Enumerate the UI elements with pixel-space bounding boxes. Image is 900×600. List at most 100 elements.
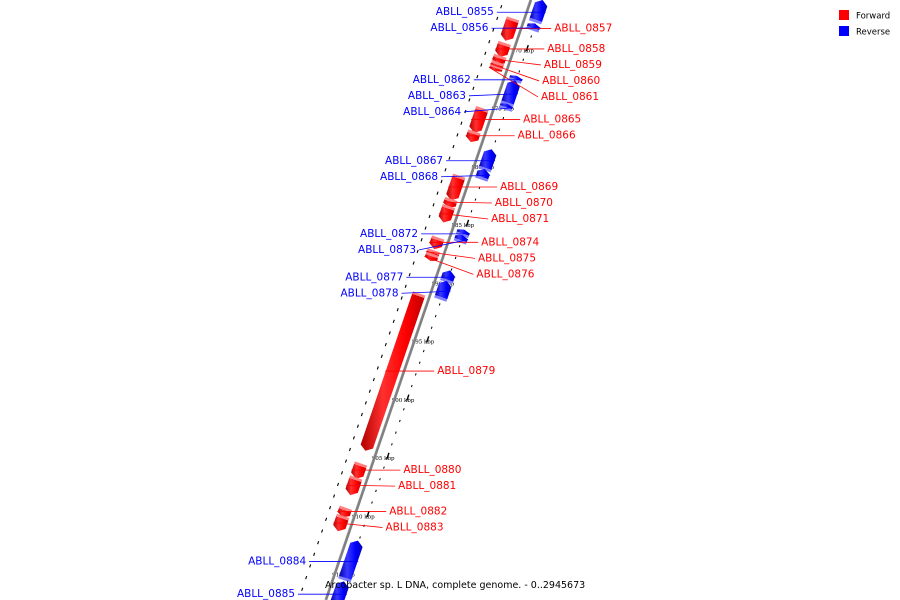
gene-body xyxy=(500,18,519,41)
gene-label-abll_0875[interactable]: ABLL_0875 xyxy=(425,251,536,265)
gene-label-abll_0877[interactable]: ABLL_0877 xyxy=(345,271,456,283)
gene-label-abll_0868[interactable]: ABLL_0868 xyxy=(380,171,491,183)
gene-label-abll_0870[interactable]: ABLL_0870 xyxy=(442,197,553,209)
legend-item-forward[interactable]: Forward xyxy=(839,10,890,22)
gene-label-text: ABLL_0862 xyxy=(413,74,471,86)
gene-cap xyxy=(475,106,489,113)
major-tick xyxy=(426,336,430,343)
minor-tick xyxy=(309,564,312,568)
gene-arrow-abll_0874[interactable] xyxy=(429,235,445,250)
gene-label-abll_0881[interactable]: ABLL_0881 xyxy=(346,480,456,492)
gene-cap xyxy=(349,475,363,483)
gene-arrow-abll_0855[interactable] xyxy=(528,0,548,25)
gene-cap xyxy=(425,251,439,259)
gene-arrow-abll_0882[interactable] xyxy=(337,505,353,518)
gene-label-text: ABLL_0859 xyxy=(544,59,602,71)
gene-cap xyxy=(434,295,448,302)
leader-line xyxy=(488,66,539,98)
gene-cap xyxy=(493,53,507,61)
minor-tick xyxy=(432,203,435,207)
gene-body xyxy=(351,463,367,479)
gene-label-abll_0882[interactable]: ABLL_0882 xyxy=(337,505,447,517)
tick-label: 910 kbp xyxy=(352,514,375,520)
gene-arrow-abll_0884[interactable] xyxy=(338,540,363,583)
minor-tick xyxy=(400,296,403,300)
gene-label-abll_0862[interactable]: ABLL_0862 xyxy=(413,74,523,86)
legend-label-forward: Forward xyxy=(856,12,890,22)
gene-arrow-abll_0865[interactable] xyxy=(469,106,489,133)
gene-label-abll_0866[interactable]: ABLL_0866 xyxy=(465,130,576,142)
gene-arrow-abll_0883[interactable] xyxy=(333,513,350,532)
gene-cap xyxy=(338,575,352,583)
gene-label-abll_0873[interactable]: ABLL_0873 xyxy=(358,239,469,256)
gene-arrow-abll_0880[interactable] xyxy=(351,461,368,479)
gene-label-text: ABLL_0873 xyxy=(358,244,416,256)
legend-item-reverse[interactable]: Reverse xyxy=(839,26,890,38)
legend-label-reverse: Reverse xyxy=(856,28,890,38)
minor-tick xyxy=(371,501,373,504)
minor-tick xyxy=(348,447,351,452)
minor-tick xyxy=(336,482,340,487)
gene-cap xyxy=(354,461,368,469)
gene-arrow-abll_0885[interactable] xyxy=(330,581,349,600)
minor-tick xyxy=(420,238,423,242)
gene-arrow-abll_0857[interactable] xyxy=(500,16,520,41)
gene-arrow-abll_0878[interactable] xyxy=(434,280,452,302)
gene-cap xyxy=(452,173,466,181)
minor-tick xyxy=(460,121,463,125)
gene-arrow-abll_0868[interactable] xyxy=(475,168,490,182)
gene-label-abll_0879[interactable]: ABLL_0879 xyxy=(385,365,495,377)
gene-label-abll_0876[interactable]: ABLL_0876 xyxy=(424,255,535,280)
legend-swatch-forward xyxy=(839,10,849,20)
gene-label-text: ABLL_0882 xyxy=(389,505,447,517)
gene-body xyxy=(337,508,352,518)
gene-label-abll_0863[interactable]: ABLL_0863 xyxy=(408,90,518,102)
gene-label-text: ABLL_0876 xyxy=(476,268,534,280)
gene-label-abll_0880[interactable]: ABLL_0880 xyxy=(351,464,461,476)
gene-label-abll_0857[interactable]: ABLL_0857 xyxy=(502,23,612,35)
gene-body xyxy=(424,254,438,261)
minor-tick xyxy=(480,63,483,67)
gene-body xyxy=(495,43,511,58)
gene-arrow-abll_0881[interactable] xyxy=(345,475,363,496)
gene-body xyxy=(339,540,363,581)
gene-label-abll_0856[interactable]: ABLL_0856 xyxy=(430,22,541,34)
gene-cap xyxy=(475,175,489,182)
leader-line xyxy=(424,255,474,275)
leader-line xyxy=(490,63,540,82)
minor-tick xyxy=(399,419,401,423)
gene-arrow-abll_0858[interactable] xyxy=(495,40,511,58)
gene-label-abll_0865[interactable]: ABLL_0865 xyxy=(471,113,581,125)
minor-tick xyxy=(375,489,377,493)
gene-label-abll_0872[interactable]: ABLL_0872 xyxy=(360,228,471,240)
leader-line xyxy=(401,290,451,294)
gene-label-text: ABLL_0885 xyxy=(237,588,295,600)
gene-label-abll_0861[interactable]: ABLL_0861 xyxy=(488,66,599,103)
gene-label-abll_0855[interactable]: ABLL_0855 xyxy=(436,6,546,18)
minor-tick xyxy=(372,377,375,382)
gene-arrow-abll_0869[interactable] xyxy=(446,173,466,201)
gene-label-abll_0885[interactable]: ABLL_0885 xyxy=(237,588,348,600)
gene-label-abll_0883[interactable]: ABLL_0883 xyxy=(333,521,444,533)
gene-label-abll_0884[interactable]: ABLL_0884 xyxy=(248,556,359,568)
gene-label-abll_0860[interactable]: ABLL_0860 xyxy=(490,63,600,87)
gene-label-text: ABLL_0856 xyxy=(430,22,488,34)
gene-label-abll_0859[interactable]: ABLL_0859 xyxy=(491,58,602,71)
gene-label-abll_0858[interactable]: ABLL_0858 xyxy=(495,43,605,55)
minor-tick xyxy=(434,314,437,318)
gene-label-abll_0871[interactable]: ABLL_0871 xyxy=(439,212,549,225)
leader-line xyxy=(442,201,492,204)
gene-label-abll_0869[interactable]: ABLL_0869 xyxy=(448,181,558,193)
minor-tick xyxy=(360,412,363,417)
gene-arrow-abll_0866[interactable] xyxy=(465,129,481,143)
gene-arrow-abll_0876[interactable] xyxy=(424,251,439,261)
gene-label-abll_0878[interactable]: ABLL_0878 xyxy=(340,287,451,299)
gene-label-abll_0867[interactable]: ABLL_0867 xyxy=(385,155,496,167)
minor-tick xyxy=(368,389,371,393)
major-tick xyxy=(366,510,370,518)
gene-label-abll_0864[interactable]: ABLL_0864 xyxy=(403,106,514,118)
gene-body xyxy=(330,581,349,600)
gene-body xyxy=(489,65,503,72)
gene-body xyxy=(333,516,349,532)
minor-tick xyxy=(344,459,348,463)
